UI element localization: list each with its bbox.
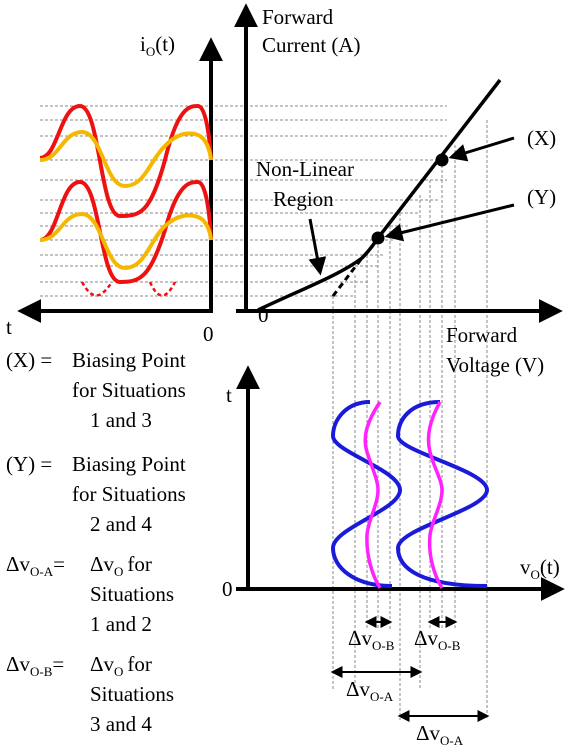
delta-oa-right-label: ΔvO-A — [416, 721, 464, 747]
horizontal-gridlines — [40, 105, 447, 297]
magenta-wave-left — [363, 401, 382, 589]
legend-oa-key: ΔvO-A= — [6, 552, 65, 579]
iv-characteristic-panel: Forward Current (A) Non-Linear Region (X… — [234, 3, 563, 377]
legend-x-line2: for Situations — [72, 378, 186, 402]
legend-x-line3: 1 and 3 — [90, 408, 152, 432]
legend-ob-line2: Situations — [90, 682, 174, 706]
non-linear-label-1: Non-Linear — [256, 157, 354, 181]
legend-x-line1: Biasing Point — [72, 348, 186, 372]
legend-x-key: (X) = — [6, 348, 52, 372]
left-zero-label: 0 — [203, 322, 214, 346]
bottom-zero-label: 0 — [222, 577, 233, 601]
origin-zero-label: 0 — [258, 303, 269, 327]
non-linear-label-2: Region — [273, 187, 334, 211]
legend: (X) = Biasing Point for Situations 1 and… — [6, 348, 186, 736]
arrow-to-nonlinear — [308, 218, 327, 276]
red-wave-lower — [39, 179, 213, 285]
orange-wave-upper — [39, 129, 213, 189]
magenta-wave-right — [426, 401, 444, 589]
blue-wave-right — [395, 400, 490, 588]
legend-ob-line3: 3 and 4 — [90, 712, 152, 736]
legend-y-key: (Y) = — [6, 452, 52, 476]
vertical-gridlines — [332, 120, 488, 720]
legend-oa-line2: Situations — [90, 582, 174, 606]
point-y-label: (Y) — [527, 185, 556, 209]
orange-wave-lower — [39, 211, 213, 271]
legend-ob-key: ΔvO-B= — [6, 652, 64, 679]
forward-voltage-label-1: Forward — [446, 323, 518, 347]
legend-ob-line1: ΔvO for — [90, 652, 152, 679]
arrow-to-y — [384, 203, 515, 242]
legend-y-line2: for Situations — [72, 482, 186, 506]
point-x-label: (X) — [527, 126, 556, 150]
bias-point-y — [371, 231, 385, 245]
red-wave-upper — [39, 103, 213, 219]
linear-extrapolation — [331, 257, 364, 297]
forward-current-label-1: Forward — [262, 5, 334, 29]
legend-y-line3: 2 and 4 — [90, 512, 152, 536]
voltage-waveform-panel: t 0 vO(t) ΔvO-B ΔvO-B ΔvO-A ΔvO-A — [222, 365, 565, 747]
arrow-to-x — [448, 136, 515, 162]
delta-ob-left-label: ΔvO-B — [348, 626, 395, 653]
delta-oa-left-label: ΔvO-A — [346, 677, 394, 704]
bias-point-x — [435, 153, 449, 167]
left-current-panel: iO(t) t 0 — [6, 32, 223, 346]
red-wave-dashed-tail — [80, 281, 177, 297]
io-axis-label: iO(t) — [140, 32, 175, 59]
forward-voltage-label-2: Voltage (V) — [446, 353, 544, 377]
vo-axis-label: vO(t) — [520, 555, 560, 582]
legend-oa-line3: 1 and 2 — [90, 612, 152, 636]
legend-oa-line1: ΔvO for — [90, 552, 152, 579]
left-t-label: t — [6, 315, 12, 339]
legend-y-line1: Biasing Point — [72, 452, 186, 476]
bottom-t-label: t — [226, 383, 232, 407]
delta-ob-right-label: ΔvO-B — [414, 626, 461, 653]
blue-wave-left — [330, 400, 403, 588]
forward-current-label-2: Current (A) — [262, 33, 361, 57]
